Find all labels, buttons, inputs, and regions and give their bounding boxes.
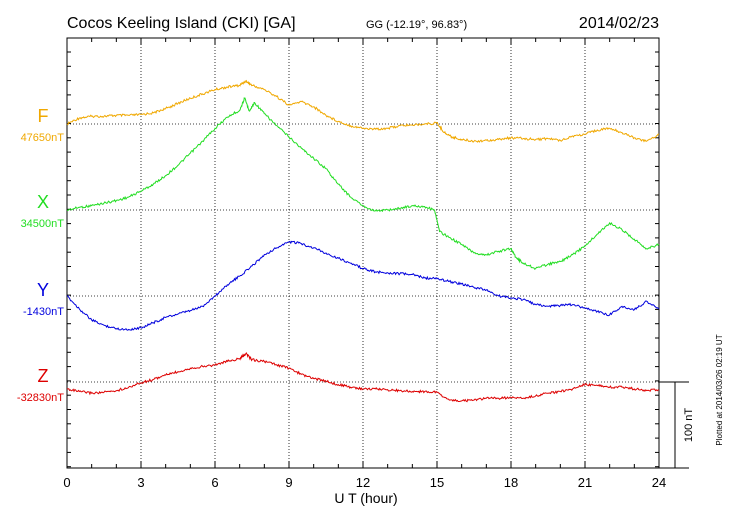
component-name-z: Z xyxy=(38,366,49,386)
scale-label: 100 nT xyxy=(683,408,695,443)
plot-frame xyxy=(66,37,660,469)
x-tick-label: 24 xyxy=(652,475,666,490)
station-title: Cocos Keeling Island (CKI) [GA] xyxy=(67,15,296,32)
grid-lines xyxy=(67,38,659,468)
x-tick-label: 12 xyxy=(356,475,370,490)
component-name-y: Y xyxy=(37,280,49,300)
component-name-f: F xyxy=(38,106,49,126)
date-label: 2014/02/23 xyxy=(579,15,659,32)
data-lines xyxy=(66,79,660,403)
component-name-x: X xyxy=(37,192,49,212)
scale-bar xyxy=(659,381,689,469)
x-tick-label: 0 xyxy=(63,475,70,490)
x-axis-label: U T (hour) xyxy=(334,490,397,506)
series-line-z xyxy=(67,352,660,403)
component-baseline-f: 47650nT xyxy=(21,132,65,144)
x-tick-label: 18 xyxy=(504,475,518,490)
component-labels: F 47650nT X 34500nT Y -1430nT Z -32830nT xyxy=(17,106,64,404)
x-tick-label: 9 xyxy=(285,475,292,490)
component-baseline-y: -1430nT xyxy=(23,306,64,318)
x-tick-label: 3 xyxy=(137,475,144,490)
axis-ticks xyxy=(66,38,660,468)
component-baseline-x: 34500nT xyxy=(21,218,65,230)
series-line-f xyxy=(66,79,660,143)
series-line-y xyxy=(66,240,660,331)
coords-label: GG (-12.19°, 96.83°) xyxy=(366,19,467,31)
x-tick-label: 15 xyxy=(430,475,444,490)
x-tick-label: 21 xyxy=(578,475,592,490)
component-baseline-z: -32830nT xyxy=(17,392,64,404)
x-tick-label: 6 xyxy=(211,475,218,490)
plotted-note: Plotted at 2014/03/26 02:19 UT xyxy=(715,334,724,445)
x-tick-labels: 0 3 6 9 12 15 18 21 24 xyxy=(63,475,666,490)
series-line-x xyxy=(66,97,660,271)
